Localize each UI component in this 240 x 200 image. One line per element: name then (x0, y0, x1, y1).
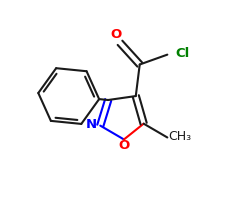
Text: O: O (119, 139, 130, 152)
Text: Cl: Cl (175, 47, 189, 60)
Text: CH₃: CH₃ (168, 130, 192, 143)
Text: O: O (110, 28, 122, 41)
Text: N: N (86, 118, 97, 131)
